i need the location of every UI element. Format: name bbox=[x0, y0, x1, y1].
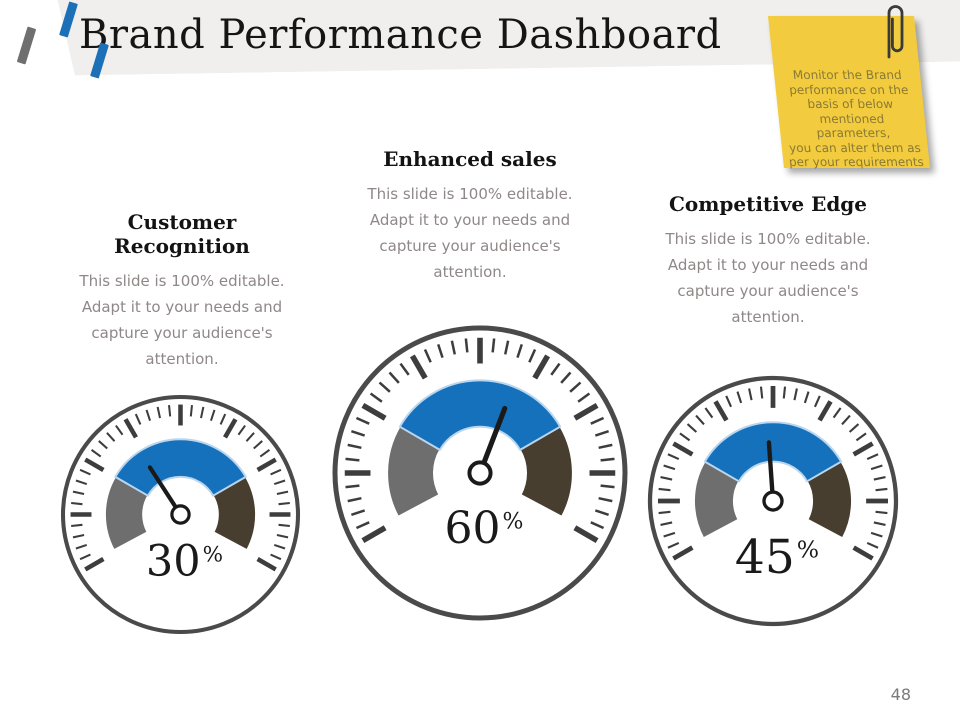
panel-body-text: This slide is 100% editable. Adapt it to … bbox=[665, 230, 871, 326]
paperclip-icon bbox=[887, 5, 904, 59]
logo-bar-gray bbox=[16, 26, 37, 65]
panel-body-text: This slide is 100% editable. Adapt it to … bbox=[367, 185, 573, 281]
panel-customer-recognition: Customer Recognition This slide is 100% … bbox=[57, 210, 307, 372]
panel-heading: Enhanced sales bbox=[383, 147, 557, 171]
svg-text:45%: 45% bbox=[735, 530, 819, 585]
panel-heading: Customer Recognition bbox=[114, 210, 250, 258]
panel-body-text: This slide is 100% editable. Adapt it to … bbox=[79, 272, 285, 368]
gauge-enhanced-sales: 60% bbox=[332, 325, 628, 621]
svg-text:60%: 60% bbox=[445, 503, 524, 554]
sticky-note-text: Monitor the Brand performance on the basis… bbox=[788, 68, 925, 169]
slide-title: Brand Performance Dashboard bbox=[79, 12, 722, 58]
page-number: 48 bbox=[890, 685, 911, 704]
panel-competitive-edge: Competitive Edge This slide is 100% edit… bbox=[643, 192, 893, 330]
svg-text:30%: 30% bbox=[146, 536, 223, 586]
gauge-customer-recognition: 30% bbox=[60, 394, 301, 635]
panel-heading: Competitive Edge bbox=[668, 192, 868, 216]
panel-enhanced-sales: Enhanced sales This slide is 100% editab… bbox=[345, 147, 595, 285]
gauge-competitive-edge: 45% bbox=[647, 375, 899, 627]
